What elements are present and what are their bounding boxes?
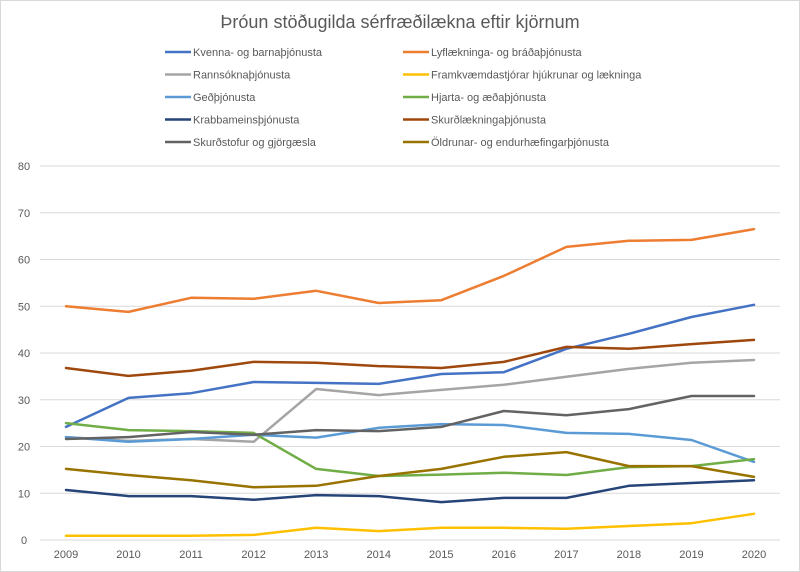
series-line <box>64 394 756 441</box>
series-line <box>64 338 756 378</box>
x-tick-label: 2014 <box>366 549 390 561</box>
y-tick-label: 80 <box>18 161 30 173</box>
x-tick-label: 2009 <box>54 549 78 561</box>
y-axis: 0 10 20 30 40 50 60 70 80 <box>18 161 30 547</box>
legend-item: Öldrunar- og endurhæfingarþjónusta <box>403 137 610 149</box>
x-tick-label: 2017 <box>554 549 578 561</box>
y-tick-label: 70 <box>18 208 30 220</box>
legend-label: Rannsóknaþjónusta <box>193 70 291 82</box>
legend-label: Framkvæmdastjórar hjúkrunar og lækninga <box>431 70 642 82</box>
x-axis: 2009 2010 2011 2012 2013 2014 2015 2016 2017 2018… <box>54 549 766 561</box>
y-tick-label: 50 <box>18 301 30 313</box>
x-tick-label: 2018 <box>617 549 641 561</box>
x-tick-label: 2013 <box>304 549 328 561</box>
x-tick-label: 2019 <box>679 549 703 561</box>
chart-title: Þróun stöðugilda sérfræðilækna eftir kjö… <box>220 12 579 32</box>
x-tick-label: 2010 <box>116 549 140 561</box>
legend-label: Geðþjónusta <box>193 92 256 104</box>
gridlines <box>40 165 780 541</box>
series-lines <box>64 227 756 538</box>
legend-label: Hjarta- og æðaþjónusta <box>431 92 547 104</box>
series-line <box>64 478 756 504</box>
legend-item: Hjarta- og æðaþjónusta <box>403 92 547 104</box>
series-line <box>64 303 756 429</box>
legend-item: Skurðlækningaþjónusta <box>403 115 547 127</box>
legend-item: Framkvæmdastjórar hjúkrunar og lækninga <box>403 70 642 82</box>
series-line <box>64 512 756 538</box>
x-tick-label: 2012 <box>241 549 265 561</box>
legend-label: Kvenna- og barnaþjónusta <box>193 47 323 59</box>
y-tick-label: 30 <box>18 395 30 407</box>
y-tick-label: 60 <box>18 255 30 267</box>
y-tick-label: 20 <box>18 442 30 454</box>
y-tick-label: 0 <box>21 535 27 547</box>
legend-label: Öldrunar- og endurhæfingarþjónusta <box>431 137 610 149</box>
y-tick-label: 10 <box>18 488 30 500</box>
legend-label: Krabbameinsþjónusta <box>193 115 300 127</box>
legend-item: Geðþjónusta <box>165 92 256 104</box>
y-tick-label: 40 <box>18 348 30 360</box>
series-line <box>64 421 756 478</box>
legend-item: Lyflækninga- og bráðaþjónusta <box>403 47 583 59</box>
legend-item: Krabbameinsþjónusta <box>165 115 300 127</box>
legend-label: Skurðstofur og gjörgæsla <box>193 137 317 149</box>
series-line <box>64 422 756 464</box>
series-line <box>64 227 756 314</box>
legend-item: Kvenna- og barnaþjónusta <box>165 47 323 59</box>
legend-label: Lyflækninga- og bráðaþjónusta <box>431 47 583 59</box>
legend: Kvenna- og barnaþjónusta Lyflækninga- og … <box>165 47 642 149</box>
series-line <box>64 450 756 489</box>
legend-label: Skurðlækningaþjónusta <box>431 115 547 127</box>
x-tick-label: 2020 <box>742 549 766 561</box>
x-tick-label: 2015 <box>429 549 453 561</box>
x-tick-label: 2016 <box>492 549 516 561</box>
legend-item: Skurðstofur og gjörgæsla <box>165 137 317 149</box>
x-tick-label: 2011 <box>179 549 203 561</box>
legend-item: Rannsóknaþjónusta <box>165 70 291 82</box>
